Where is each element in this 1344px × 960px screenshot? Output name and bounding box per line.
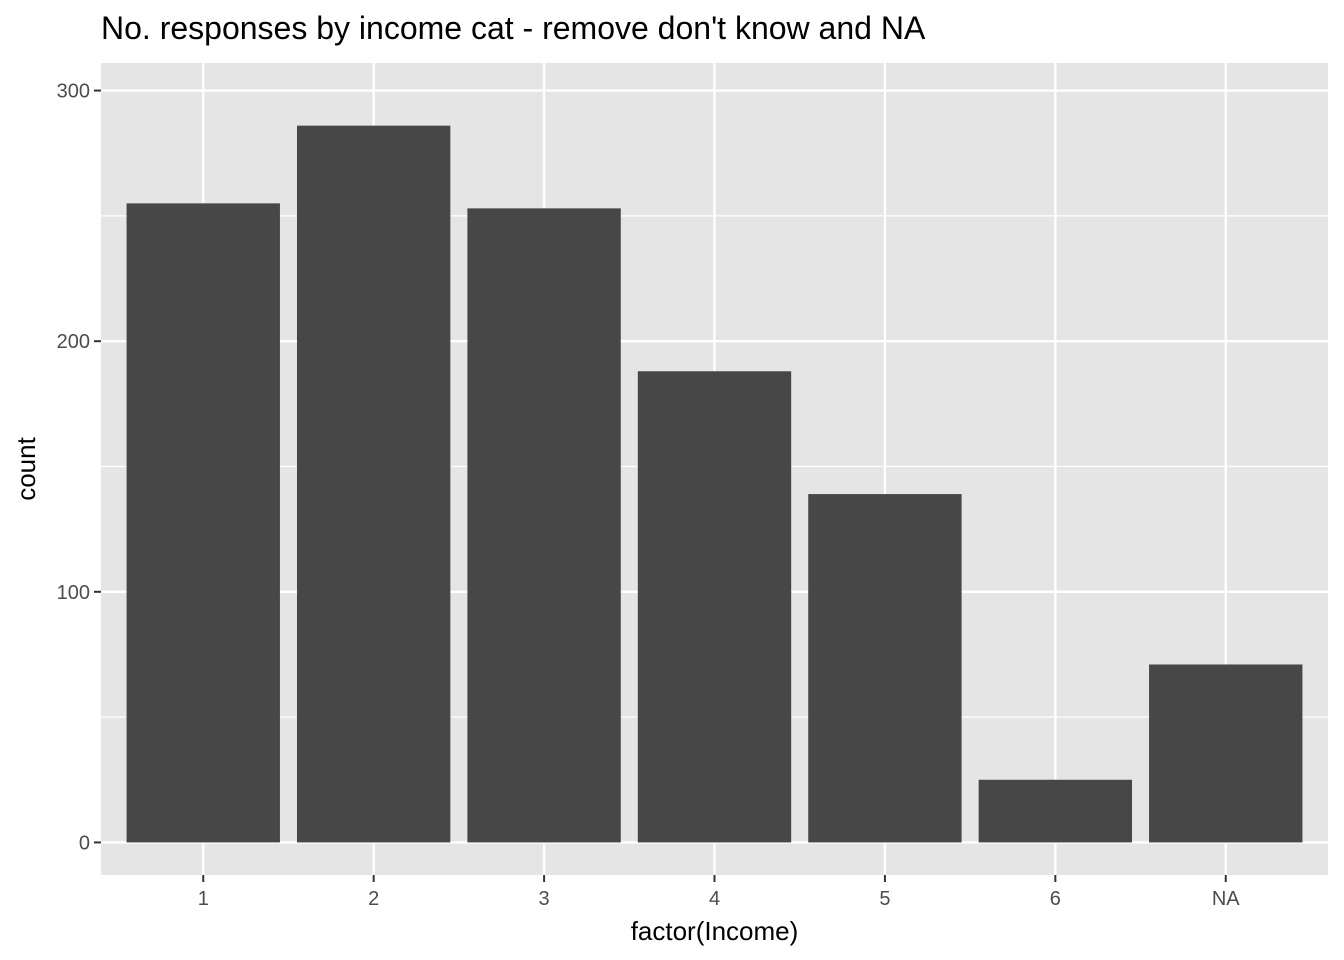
x-tick-label: 6 <box>1050 888 1061 910</box>
x-tick-label: 1 <box>198 888 209 910</box>
bar-5 <box>808 494 962 843</box>
y-tick-label: 100 <box>57 582 90 604</box>
x-tick-label: 3 <box>539 888 550 910</box>
x-axis-title: factor(Income) <box>631 916 799 946</box>
y-tick-label: 200 <box>57 331 90 353</box>
x-tick-label: 5 <box>879 888 890 910</box>
y-axis-title: count <box>11 436 41 500</box>
x-tick-label: NA <box>1212 888 1240 910</box>
x-axis: 1 2 3 4 5 6 NA <box>198 875 1240 910</box>
bar-2 <box>296 125 451 843</box>
bar-NA <box>1149 664 1303 843</box>
y-tick-label: 300 <box>57 81 90 103</box>
y-axis: 0 100 200 300 <box>57 81 101 854</box>
bar-3 <box>467 208 621 843</box>
chart-title: No. responses by income cat - remove don… <box>101 10 926 46</box>
x-tick-label: 4 <box>709 888 720 910</box>
y-tick-label: 0 <box>79 832 90 854</box>
x-tick-label: 2 <box>368 888 379 910</box>
bar-6 <box>978 779 1133 843</box>
bar-1 <box>126 203 280 843</box>
bar-4 <box>637 371 792 843</box>
bars <box>126 125 1303 843</box>
